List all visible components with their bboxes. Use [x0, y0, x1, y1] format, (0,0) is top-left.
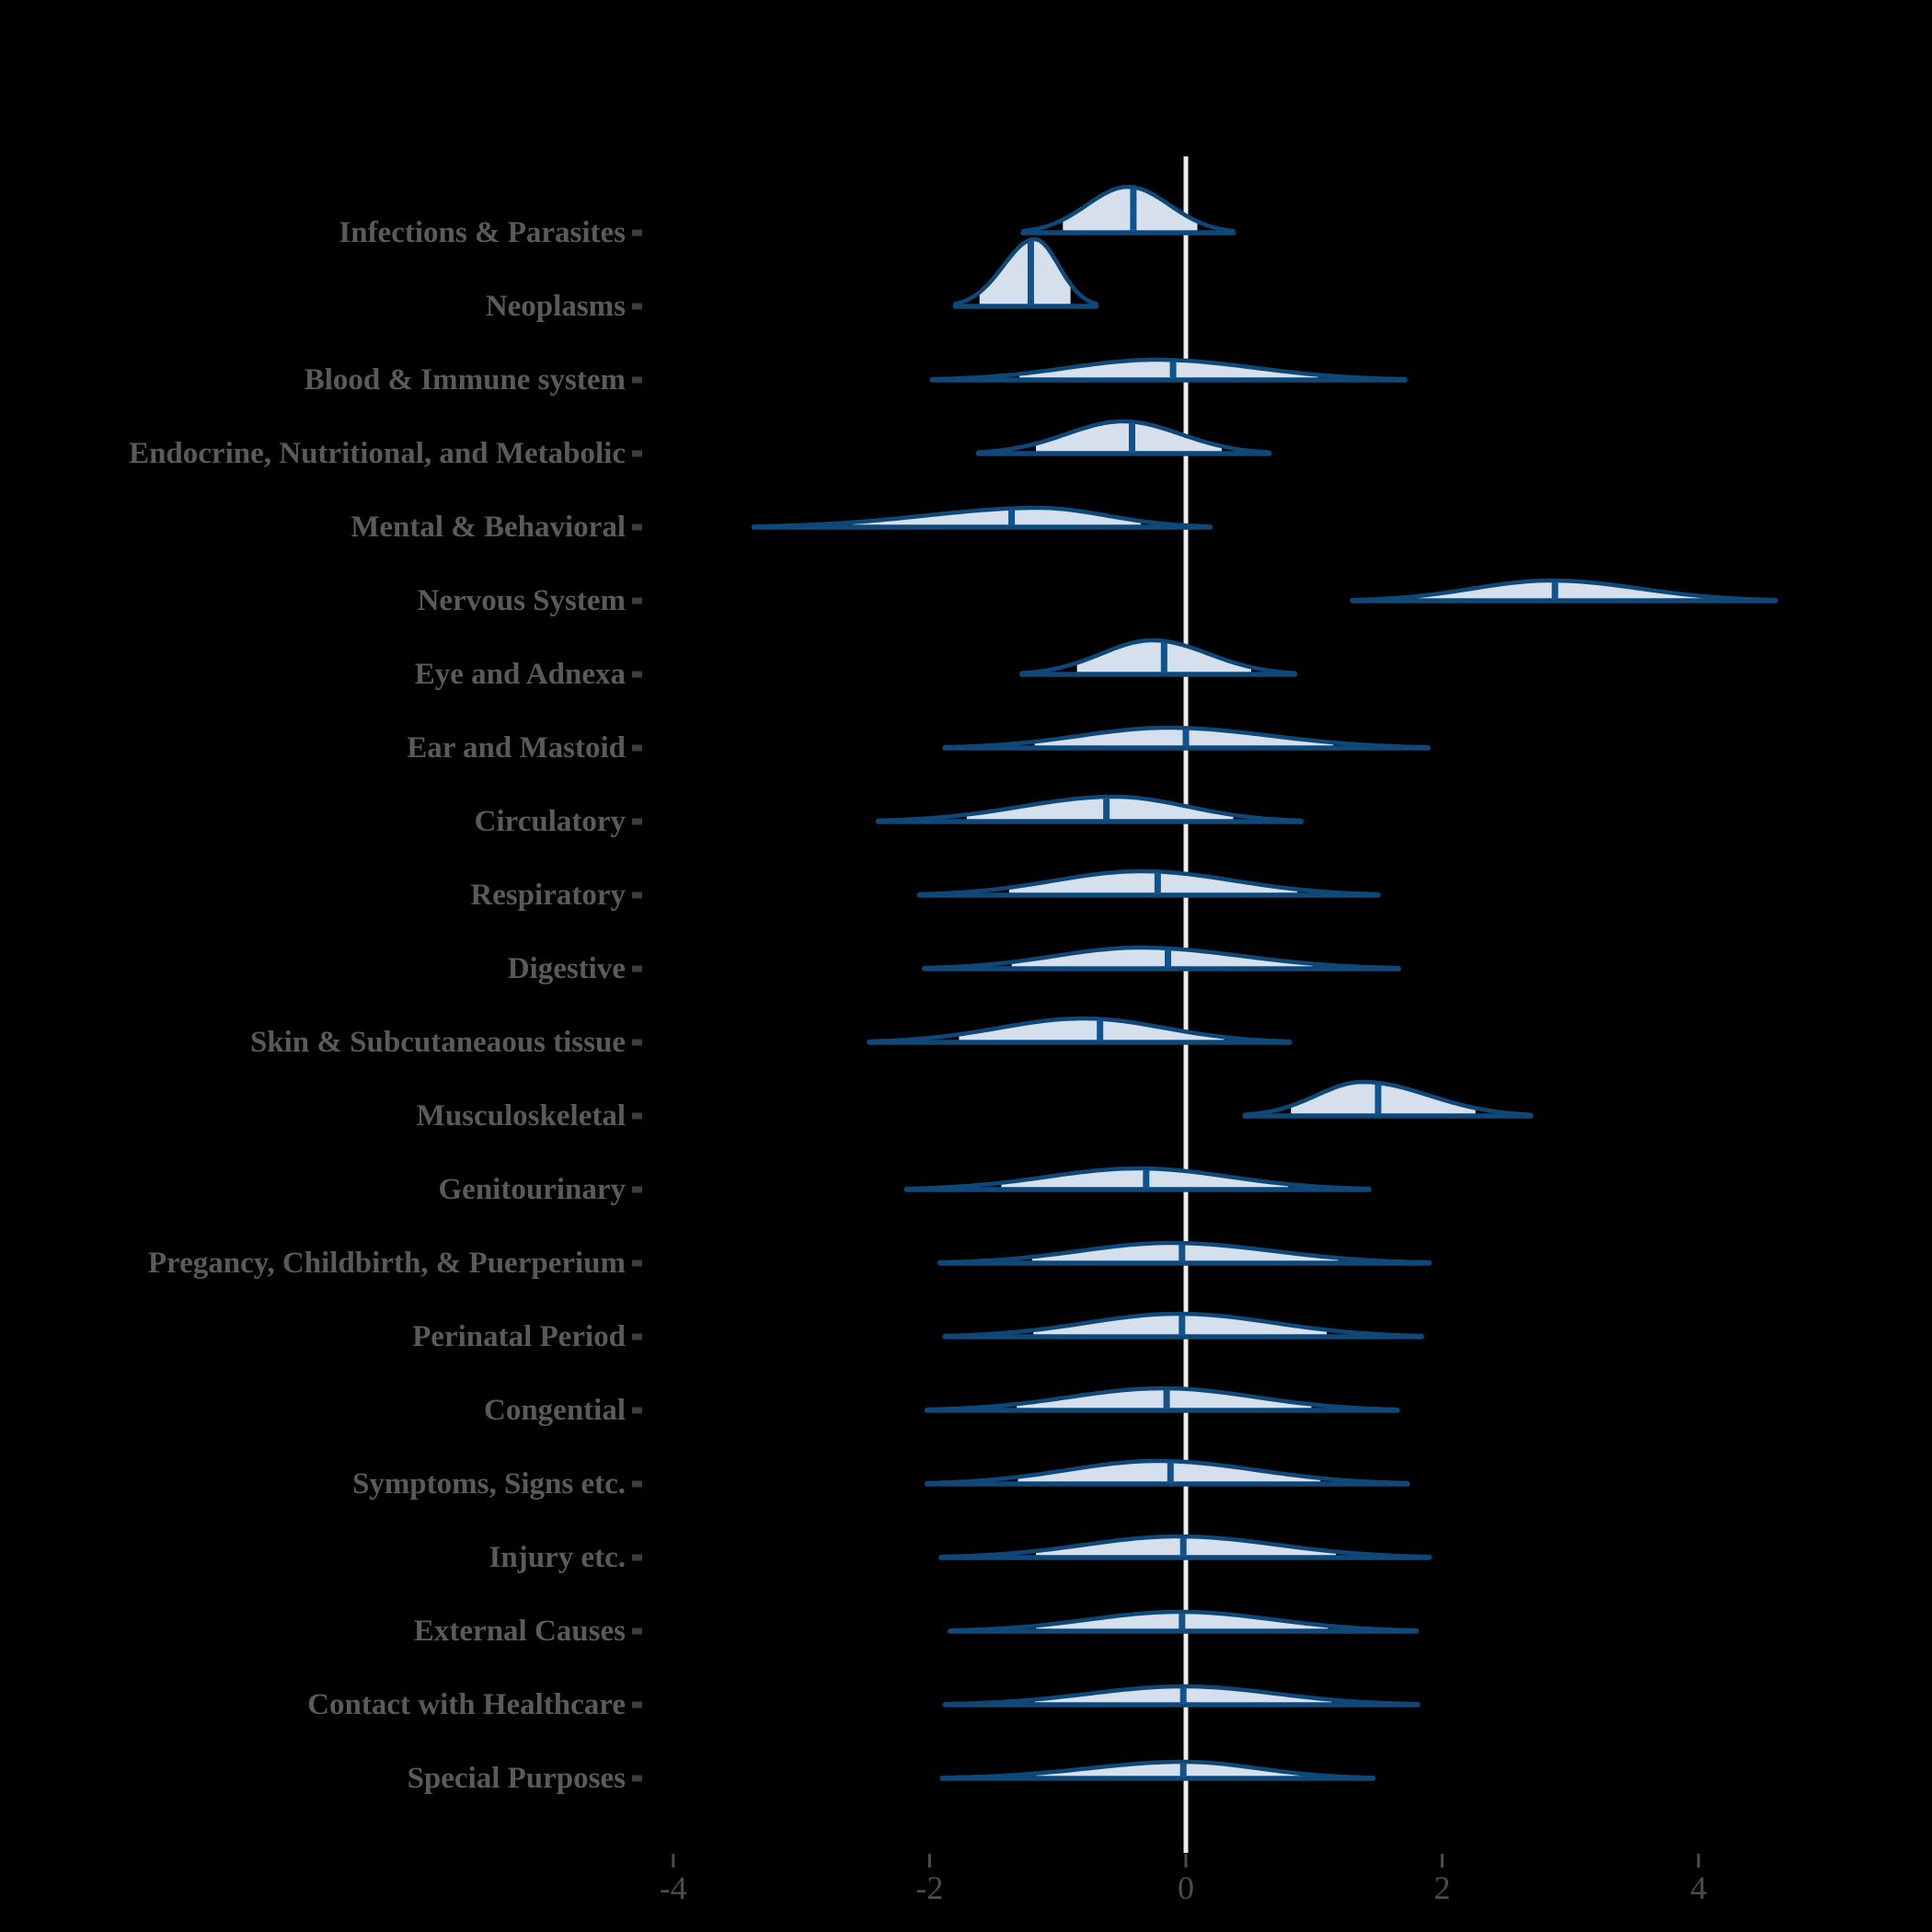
- violin-row: Neoplasms: [486, 236, 1099, 323]
- category-label: Contact with Healthcare: [307, 1688, 626, 1721]
- density-curve: [904, 1166, 1372, 1191]
- x-tick-label: -4: [660, 1869, 687, 1906]
- violin-row: External Causes: [414, 1609, 1420, 1648]
- density-curve: [942, 725, 1431, 750]
- x-tick-label: 2: [1434, 1869, 1451, 1906]
- category-label: Symptoms, Signs etc.: [352, 1467, 626, 1501]
- violin-row: Skin & Subcutaneaous tissue: [250, 1016, 1293, 1059]
- category-label: Perinatal Period: [412, 1320, 626, 1353]
- interval-fill: [1291, 1082, 1476, 1116]
- violin-row: Respiratory: [470, 868, 1381, 912]
- density-curve: [1350, 578, 1778, 603]
- violin-row: Genitourinary: [439, 1166, 1372, 1206]
- category-tick: [632, 891, 642, 899]
- category-tick: [632, 229, 642, 236]
- category-tick: [632, 523, 642, 531]
- density-curve: [976, 419, 1271, 454]
- density-curve: [937, 1240, 1432, 1265]
- category-label: Special Purposes: [408, 1762, 627, 1795]
- density-curve: [929, 357, 1408, 382]
- category-tick: [632, 303, 642, 310]
- category-tick: [632, 744, 642, 752]
- category-label: Ear and Mastoid: [407, 731, 626, 765]
- category-tick: [632, 450, 642, 457]
- interval-fill: [1418, 581, 1713, 601]
- density-curve: [940, 1759, 1375, 1780]
- category-label: Neoplasms: [486, 290, 626, 323]
- category-label: Endocrine, Nutritional, and Metabolic: [129, 437, 626, 470]
- category-tick: [632, 1259, 642, 1267]
- category-tick: [632, 965, 642, 972]
- category-tick: [632, 1480, 642, 1488]
- violin-row: Eye and Adnexa: [415, 638, 1298, 691]
- category-label: Digestive: [508, 952, 626, 985]
- category-tick: [632, 597, 642, 604]
- violin-row: Infections & Parasites: [339, 184, 1236, 249]
- density-curve: [1019, 638, 1297, 675]
- density-curve: [867, 1016, 1293, 1044]
- category-label: Genitourinary: [439, 1173, 627, 1206]
- density-curve: [876, 794, 1304, 823]
- violin-row: Injury etc.: [489, 1534, 1432, 1574]
- category-tick: [632, 1186, 642, 1193]
- category-label: Skin & Subcutaneaous tissue: [250, 1026, 626, 1059]
- category-tick: [632, 1554, 642, 1561]
- category-tick: [632, 1627, 642, 1635]
- density-curve: [942, 1684, 1420, 1707]
- category-label: External Causes: [414, 1615, 626, 1648]
- category-tick: [632, 1775, 642, 1782]
- density-curve: [938, 1534, 1432, 1559]
- violin-row: Digestive: [508, 945, 1401, 985]
- violin-row: Special Purposes: [408, 1759, 1376, 1795]
- density-curve: [922, 945, 1401, 971]
- category-tick: [632, 1407, 642, 1414]
- category-tick: [632, 671, 642, 678]
- density-curve: [752, 505, 1213, 529]
- category-tick: [632, 818, 642, 825]
- x-tick-label: 4: [1690, 1869, 1707, 1906]
- density-curve: [925, 1458, 1410, 1486]
- violin-row: Ear and Mastoid: [407, 725, 1432, 765]
- category-tick: [632, 1333, 642, 1340]
- violin-row: Circulatory: [475, 794, 1305, 838]
- violin-row: Blood & Immune system: [305, 357, 1408, 397]
- category-tick: [632, 1039, 642, 1046]
- violin-row: Musculoskeletal: [417, 1079, 1534, 1133]
- category-label: Eye and Adnexa: [415, 658, 626, 691]
- density-curve: [917, 868, 1381, 897]
- density-curve: [953, 236, 1098, 306]
- category-label: Respiratory: [470, 879, 626, 912]
- interval-fill: [852, 508, 1142, 527]
- density-curve: [1242, 1079, 1533, 1117]
- x-tick-label: 0: [1178, 1869, 1194, 1906]
- violin-row: Contact with Healthcare: [307, 1684, 1420, 1721]
- violin-row: Congential: [484, 1386, 1400, 1427]
- violin-row: Nervous System: [418, 578, 1778, 617]
- category-label: Nervous System: [418, 584, 626, 617]
- category-tick: [632, 376, 642, 384]
- violin-row: Endocrine, Nutritional, and Metabolic: [129, 419, 1272, 470]
- category-label: Pregancy, Childbirth, & Puerperium: [148, 1247, 626, 1280]
- category-label: Injury etc.: [489, 1541, 626, 1574]
- density-curve: [942, 1311, 1424, 1339]
- density-curve: [1020, 184, 1236, 234]
- density-curve: [948, 1609, 1419, 1633]
- category-tick: [632, 1701, 642, 1708]
- x-tick-label: -2: [915, 1869, 943, 1906]
- violin-row: Perinatal Period: [412, 1311, 1425, 1353]
- violin-row: Symptoms, Signs etc.: [352, 1458, 1410, 1501]
- category-label: Musculoskeletal: [417, 1099, 626, 1133]
- category-label: Infections & Parasites: [339, 216, 626, 249]
- category-label: Mental & Behavioral: [351, 511, 626, 544]
- category-label: Blood & Immune system: [305, 363, 626, 397]
- violin-row: Mental & Behavioral: [351, 505, 1213, 544]
- category-label: Circulatory: [475, 805, 627, 838]
- interval-fill: [979, 239, 1071, 306]
- violin-row: Pregancy, Childbirth, & Puerperium: [148, 1240, 1432, 1280]
- category-label: Congential: [484, 1394, 626, 1427]
- category-tick: [632, 1112, 642, 1120]
- density-curve: [925, 1386, 1400, 1412]
